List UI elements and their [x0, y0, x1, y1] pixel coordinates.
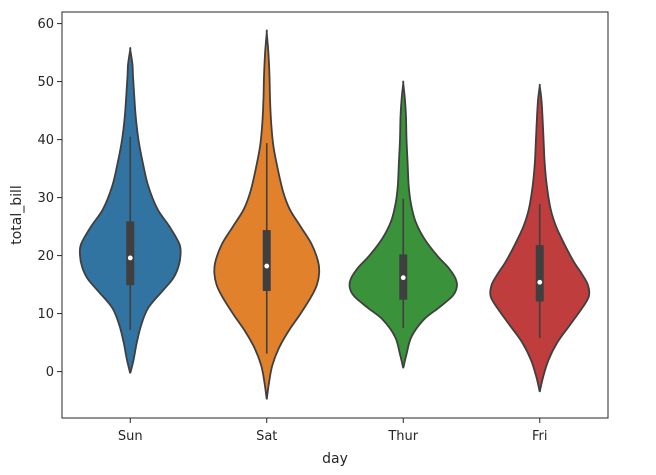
y-tick-label: 40	[37, 133, 54, 148]
violin-iqr-box	[262, 230, 271, 291]
y-tick-label: 10	[37, 307, 54, 322]
y-axis-label: total_bill	[9, 185, 25, 245]
violin-median	[537, 279, 543, 285]
violin-median	[264, 263, 270, 269]
violin-iqr-box	[126, 221, 135, 286]
x-tick-label: Sat	[256, 429, 277, 444]
x-tick-label: Thur	[387, 429, 418, 444]
y-tick-label: 60	[37, 17, 54, 32]
x-axis-label: day	[322, 451, 348, 467]
tick-layer: 0 10 20 30 40 50 60 Sun Sat Thur Fri	[37, 17, 547, 444]
plot-frame	[61, 11, 609, 419]
y-tick-label: 30	[37, 191, 54, 206]
violin-median	[127, 255, 133, 261]
y-tick-label: 20	[37, 249, 54, 264]
violin-layer	[78, 29, 591, 400]
y-tick-label: 0	[46, 365, 54, 380]
x-tick-label: Sun	[118, 429, 143, 444]
violin-median	[400, 275, 406, 281]
violin-iqr-box	[535, 245, 544, 302]
x-tick-label: Fri	[532, 429, 548, 444]
y-tick-label: 50	[37, 75, 54, 90]
